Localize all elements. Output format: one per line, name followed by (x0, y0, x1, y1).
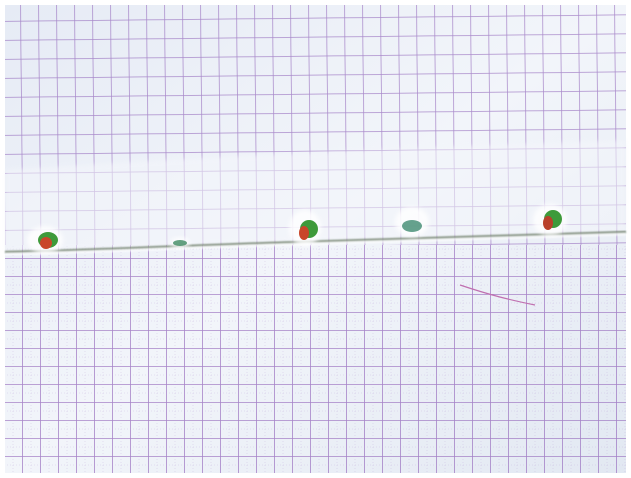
stitch-holes (27, 204, 567, 254)
paper-fibers (5, 140, 626, 252)
stray-thread (459, 284, 536, 306)
grid-lower (5, 245, 626, 473)
